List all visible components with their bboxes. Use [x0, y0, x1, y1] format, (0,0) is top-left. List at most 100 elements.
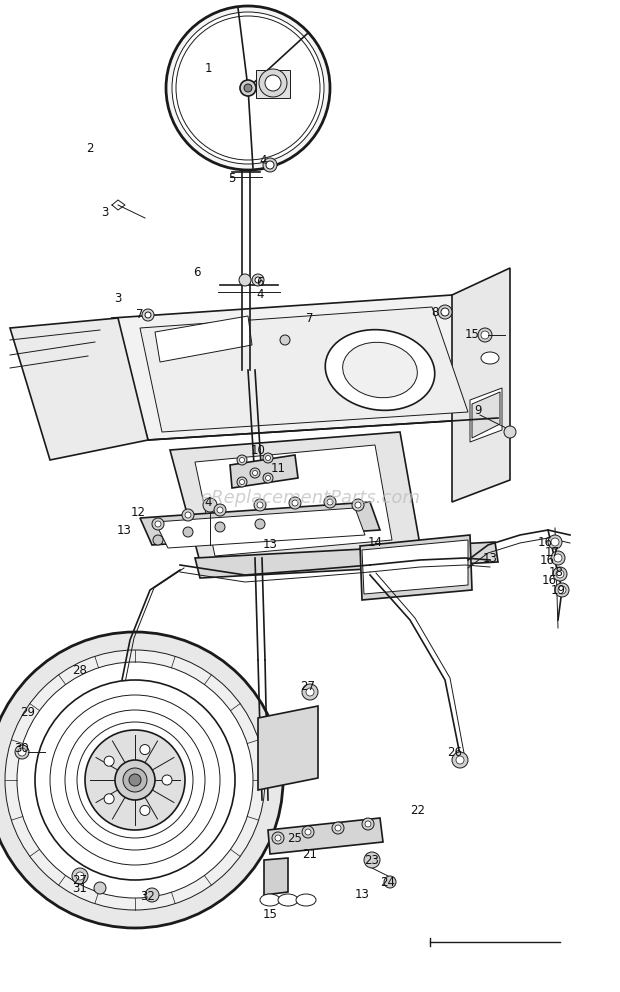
Circle shape	[115, 760, 155, 800]
Circle shape	[263, 453, 273, 463]
Circle shape	[166, 6, 330, 170]
Circle shape	[364, 852, 380, 868]
Circle shape	[302, 684, 318, 700]
Circle shape	[140, 745, 150, 755]
Circle shape	[292, 500, 298, 506]
Text: 18: 18	[549, 565, 564, 578]
Circle shape	[239, 457, 244, 462]
Circle shape	[142, 309, 154, 321]
Circle shape	[305, 829, 311, 835]
Circle shape	[152, 518, 164, 530]
Text: 32: 32	[141, 890, 156, 903]
Polygon shape	[258, 706, 318, 790]
Circle shape	[176, 16, 320, 160]
Text: 4: 4	[256, 289, 264, 302]
Text: 5: 5	[228, 172, 236, 185]
Polygon shape	[140, 502, 380, 545]
Circle shape	[244, 84, 252, 92]
Polygon shape	[452, 268, 510, 502]
Circle shape	[217, 507, 223, 513]
Text: 16: 16	[539, 555, 554, 567]
Circle shape	[252, 274, 264, 286]
Circle shape	[302, 826, 314, 838]
Text: 21: 21	[303, 848, 317, 861]
Circle shape	[183, 527, 193, 537]
Circle shape	[77, 722, 193, 838]
Circle shape	[551, 538, 559, 546]
Text: 30: 30	[15, 741, 29, 755]
Circle shape	[240, 80, 256, 96]
Text: eReplacementParts.com: eReplacementParts.com	[200, 489, 420, 507]
Text: 13: 13	[355, 889, 370, 902]
Ellipse shape	[481, 352, 499, 364]
Circle shape	[438, 305, 452, 319]
Text: 19: 19	[551, 583, 565, 596]
Circle shape	[155, 521, 161, 527]
Circle shape	[145, 888, 159, 902]
Circle shape	[72, 868, 88, 884]
Circle shape	[556, 570, 564, 578]
Circle shape	[15, 745, 29, 759]
Circle shape	[215, 522, 225, 532]
Circle shape	[255, 277, 261, 283]
Circle shape	[237, 477, 247, 487]
Circle shape	[255, 519, 265, 529]
Circle shape	[203, 498, 217, 512]
Text: 14: 14	[368, 537, 383, 550]
Text: 3: 3	[114, 292, 122, 305]
Text: 17: 17	[544, 547, 559, 559]
Circle shape	[263, 158, 277, 172]
Circle shape	[0, 632, 283, 928]
Text: 26: 26	[448, 746, 463, 759]
Text: 29: 29	[20, 705, 35, 718]
Circle shape	[265, 455, 270, 460]
Text: 31: 31	[73, 882, 87, 895]
Circle shape	[504, 426, 516, 438]
Text: 11: 11	[270, 461, 285, 474]
Text: 16: 16	[538, 536, 552, 549]
Ellipse shape	[326, 329, 435, 411]
Polygon shape	[268, 818, 383, 854]
Text: 3: 3	[101, 206, 108, 219]
Circle shape	[123, 768, 147, 792]
Polygon shape	[256, 70, 290, 98]
Circle shape	[332, 822, 344, 834]
Polygon shape	[155, 508, 365, 548]
Circle shape	[553, 567, 567, 581]
Circle shape	[327, 499, 333, 505]
Text: 8: 8	[432, 306, 439, 318]
Circle shape	[265, 75, 281, 91]
Circle shape	[76, 872, 84, 880]
Circle shape	[324, 496, 336, 508]
Ellipse shape	[343, 342, 417, 398]
Circle shape	[335, 825, 341, 831]
Polygon shape	[155, 316, 252, 362]
Circle shape	[554, 554, 562, 562]
Circle shape	[250, 468, 260, 478]
Polygon shape	[472, 392, 500, 438]
Text: 25: 25	[288, 831, 303, 844]
Circle shape	[65, 710, 205, 850]
Circle shape	[172, 12, 324, 164]
Circle shape	[306, 688, 314, 696]
Circle shape	[254, 499, 266, 511]
Polygon shape	[470, 388, 502, 442]
Polygon shape	[230, 455, 298, 488]
Circle shape	[555, 583, 569, 597]
Text: 28: 28	[73, 664, 87, 677]
Ellipse shape	[278, 894, 298, 906]
Circle shape	[266, 161, 274, 169]
Circle shape	[18, 748, 26, 756]
Circle shape	[257, 502, 263, 508]
Circle shape	[280, 335, 290, 345]
Circle shape	[265, 475, 270, 480]
Text: 7: 7	[306, 311, 314, 324]
Circle shape	[237, 455, 247, 465]
Polygon shape	[362, 540, 468, 594]
Circle shape	[551, 551, 565, 565]
Text: 24: 24	[381, 877, 396, 890]
Circle shape	[352, 499, 364, 511]
Circle shape	[289, 497, 301, 509]
Circle shape	[558, 586, 566, 594]
Circle shape	[263, 473, 273, 483]
